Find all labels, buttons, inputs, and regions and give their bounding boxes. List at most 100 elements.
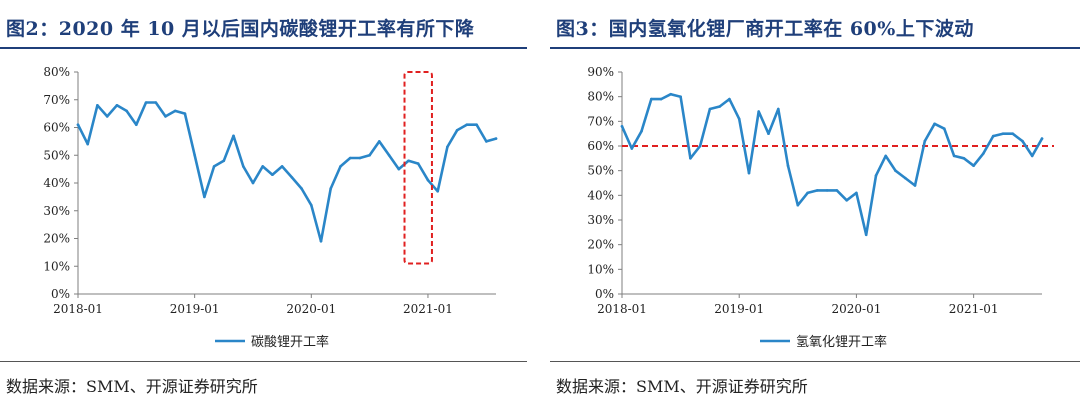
data-point: [173, 109, 177, 113]
x-tick-label: 2018-01: [597, 302, 647, 316]
data-point: [933, 122, 936, 126]
data-point: [757, 110, 760, 113]
data-point: [894, 169, 897, 172]
data-point: [426, 178, 430, 182]
data-point: [962, 157, 966, 160]
data-point: [397, 167, 401, 171]
data-point: [728, 97, 731, 101]
data-point: [845, 199, 848, 202]
title-divider: [0, 47, 527, 49]
data-point: [904, 176, 907, 180]
data-point: [251, 181, 255, 185]
data-point: [96, 104, 99, 107]
data-point: [319, 240, 323, 243]
data-point: [446, 145, 449, 149]
figure-title: 图3：国内氢氧化锂厂商开工率在 60%上下波动: [556, 18, 974, 40]
y-tick-label: 30%: [587, 213, 614, 227]
data-point: [913, 184, 917, 187]
data-point: [358, 156, 362, 160]
data-point: [1011, 132, 1014, 135]
x-tick-label: 2018-01: [53, 302, 103, 316]
data-point: [193, 154, 196, 157]
data-point: [222, 159, 226, 163]
data-point: [864, 233, 868, 237]
data-point: [339, 165, 342, 168]
data-point: [874, 174, 878, 177]
data-point: [378, 140, 381, 143]
chart-panel-hydroxide: 图3：国内氢氧化锂厂商开工率在 60%上下波动 0% 10% 20% 30% 40% 50…: [550, 0, 1080, 414]
y-tick-label: 10%: [587, 262, 614, 276]
x-tick-label: 2019-01: [170, 302, 220, 316]
data-point: [698, 144, 702, 148]
data-point: [154, 101, 158, 104]
data-point: [1040, 137, 1044, 140]
y-tick-label: 50%: [587, 164, 614, 178]
data-point: [76, 123, 80, 126]
data-point: [300, 187, 303, 190]
y-tick-label: 40%: [43, 176, 70, 190]
data-point: [368, 154, 371, 157]
data-point: [650, 97, 653, 101]
y-tick-label: 20%: [587, 238, 614, 252]
data-point: [767, 132, 770, 135]
footer-divider: [550, 361, 1080, 362]
highlight-box: [403, 71, 433, 265]
data-point: [982, 152, 985, 155]
data-point: [777, 107, 780, 111]
y-tick-label: 50%: [43, 148, 70, 162]
data-point: [825, 189, 829, 192]
data-point: [669, 92, 673, 96]
x-tick-label: 2019-01: [714, 302, 764, 316]
y-tick-label: 70%: [43, 93, 70, 107]
data-source: 数据来源：SMM、开源证券研究所: [556, 377, 808, 396]
data-point: [747, 171, 751, 175]
y-tick-label: 0%: [51, 287, 70, 301]
data-point: [952, 154, 956, 158]
y-tick-label: 20%: [43, 232, 70, 246]
data-point: [1021, 139, 1024, 143]
data-point: [310, 203, 313, 207]
data-point: [923, 139, 927, 143]
data-point: [436, 190, 440, 193]
data-point: [416, 162, 420, 165]
data-point: [884, 154, 887, 158]
data-point: [855, 191, 858, 195]
x-tick-label: 2021-01: [949, 302, 999, 316]
data-point: [494, 137, 498, 140]
data-point: [972, 164, 975, 167]
data-point: [164, 115, 167, 118]
figure-title: 图2：2020 年 10 月以后国内碳酸锂开工率有所下降: [6, 18, 475, 40]
chart-panel-carbonate: 图2：2020 年 10 月以后国内碳酸锂开工率有所下降 0% 10% 20% 30%…: [0, 0, 527, 414]
data-point: [718, 105, 721, 108]
data-point: [115, 104, 119, 107]
data-point: [212, 165, 216, 168]
data-point: [86, 142, 89, 146]
y-tick-label: 30%: [43, 204, 70, 218]
x-tick-label: 2020-01: [831, 302, 881, 316]
data-point: [679, 95, 682, 98]
hydroxide-utilization-chart: 0% 10% 20% 30% 40% 50% 60% 70% 80% 90% 2018-01 2019…: [587, 65, 1054, 350]
data-source: 数据来源：SMM、开源证券研究所: [6, 377, 258, 396]
legend-label: 氢氧化锂开工率: [796, 334, 887, 350]
title-divider: [550, 47, 1080, 49]
y-tick-label: 80%: [43, 65, 70, 79]
data-point: [261, 165, 265, 168]
footer-divider: [0, 361, 527, 362]
data-point: [348, 156, 352, 160]
data-point: [786, 164, 790, 167]
y-tick-label: 70%: [587, 114, 614, 128]
y-tick-label: 40%: [587, 188, 614, 202]
data-point: [125, 109, 128, 113]
y-tick-label: 80%: [587, 90, 614, 104]
data-point: [708, 107, 712, 111]
data-point: [689, 157, 692, 160]
data-point: [485, 140, 488, 143]
data-point: [105, 115, 109, 118]
data-point: [329, 187, 333, 190]
y-tick-label: 60%: [587, 139, 614, 153]
data-point: [816, 189, 819, 192]
x-tick-label: 2020-01: [286, 302, 336, 316]
data-point: [271, 173, 274, 176]
data-point: [135, 123, 138, 126]
data-point: [1030, 154, 1034, 158]
